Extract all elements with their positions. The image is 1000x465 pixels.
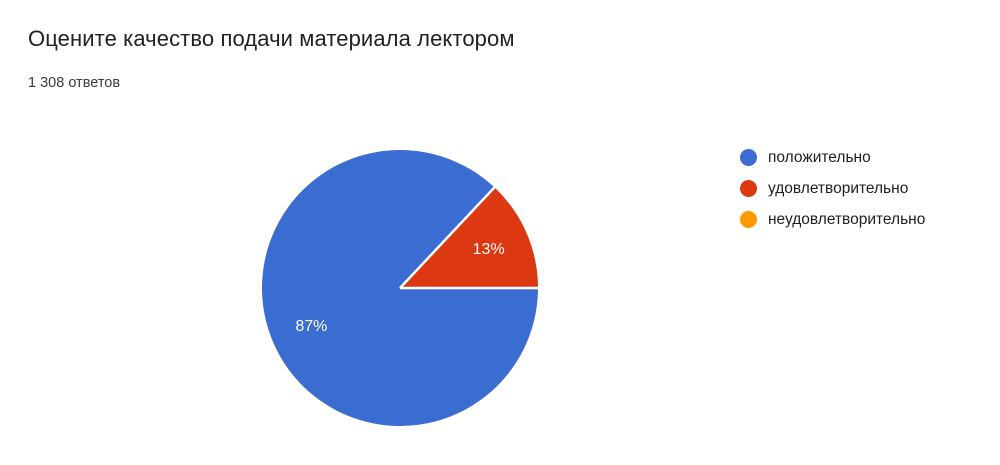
chart-legend: положительно удовлетворительно неудовлетво… xyxy=(740,148,925,241)
legend-label: неудовлетворительно xyxy=(768,210,926,228)
pie-slice-1[interactable] xyxy=(400,187,538,288)
slice-percent-label: 13% xyxy=(473,241,505,258)
legend-label: удовлетворительно xyxy=(768,179,909,197)
legend-label: положительно xyxy=(768,148,871,166)
slice-separator xyxy=(399,186,496,289)
question-title: Оцените качество подачи материала лектор… xyxy=(28,26,515,51)
legend-color-dot xyxy=(740,180,757,197)
slice-percent-label: 87% xyxy=(295,318,327,335)
legend-item-0: положительно xyxy=(740,148,925,167)
legend-item-1: удовлетворительно xyxy=(740,179,925,198)
legend-color-dot xyxy=(740,211,757,228)
response-count: 1 308 ответов xyxy=(28,75,121,91)
legend-item-2: неудовлетворительно xyxy=(740,210,925,229)
legend-color-dot xyxy=(740,149,757,166)
